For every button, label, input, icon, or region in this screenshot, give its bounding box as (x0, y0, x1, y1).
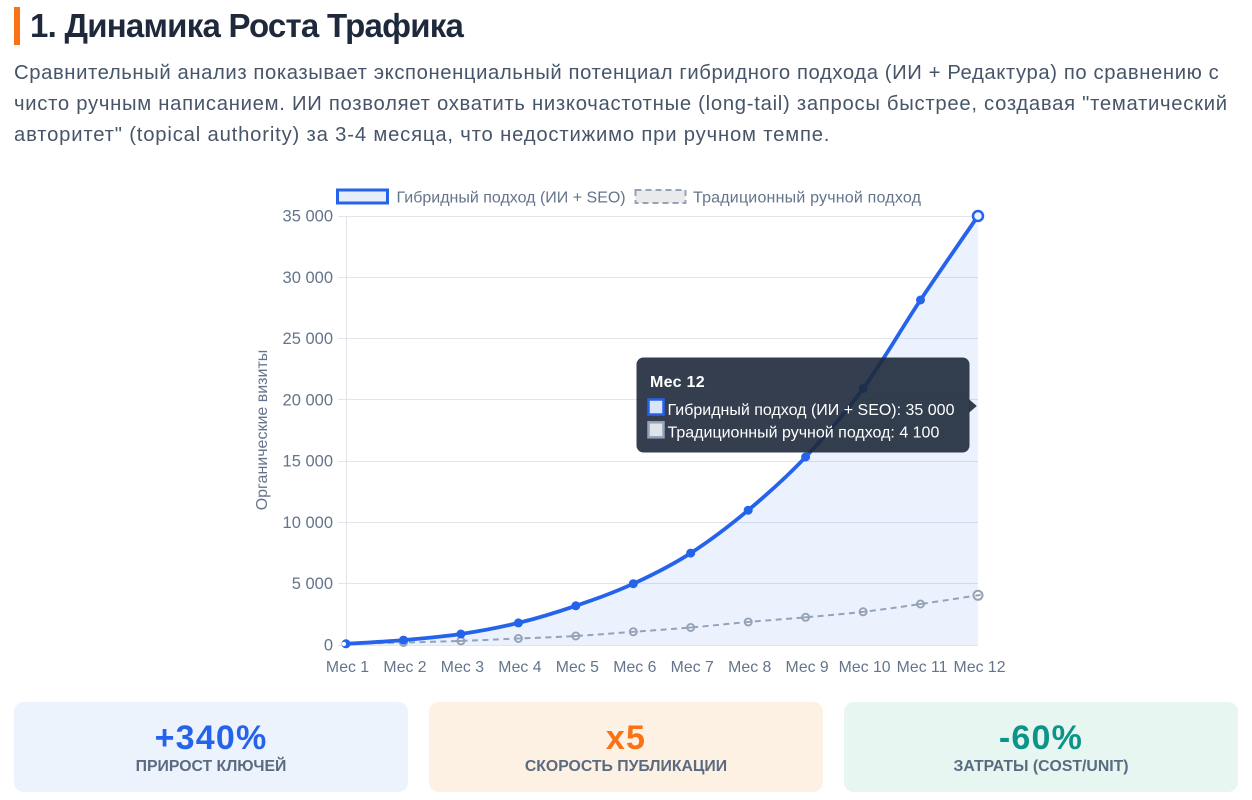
svg-text:15 000: 15 000 (283, 453, 333, 471)
svg-text:Мес 9: Мес 9 (785, 659, 828, 676)
svg-text:Мес 7: Мес 7 (671, 659, 714, 676)
svg-text:Мес 12: Мес 12 (650, 374, 705, 391)
svg-text:Мес 12: Мес 12 (954, 659, 1006, 676)
svg-text:Мес 4: Мес 4 (498, 659, 541, 676)
svg-text:30 000: 30 000 (283, 269, 333, 287)
svg-text:Мес 8: Мес 8 (728, 659, 771, 676)
svg-text:Мес 11: Мес 11 (897, 659, 948, 676)
svg-text:Мес 2: Мес 2 (383, 659, 426, 676)
svg-text:Мес 5: Мес 5 (556, 659, 599, 676)
svg-text:Гибридный подход (ИИ + SEO): Гибридный подход (ИИ + SEO) (397, 190, 626, 207)
svg-text:35 000: 35 000 (283, 208, 333, 226)
svg-text:25 000: 25 000 (283, 330, 333, 348)
svg-text:Мес 10: Мес 10 (839, 659, 891, 676)
svg-text:0: 0 (324, 637, 333, 655)
svg-text:Мес 6: Мес 6 (613, 659, 656, 676)
svg-text:Традиционный ручной подход: Традиционный ручной подход (693, 190, 922, 207)
svg-text:Традиционный ручной подход: 4: Традиционный ручной подход: 4 100 (668, 425, 940, 442)
svg-text:Мес 3: Мес 3 (441, 659, 484, 676)
svg-text:Органические визиты: Органические визиты (254, 350, 271, 511)
svg-text:Мес 1: Мес 1 (326, 659, 369, 676)
svg-text:10 000: 10 000 (283, 514, 333, 532)
svg-text:Гибридный подход (ИИ + SEO): 3: Гибридный подход (ИИ + SEO): 35 000 (668, 402, 955, 419)
svg-text:20 000: 20 000 (283, 391, 333, 409)
svg-text:5 000: 5 000 (292, 575, 333, 593)
